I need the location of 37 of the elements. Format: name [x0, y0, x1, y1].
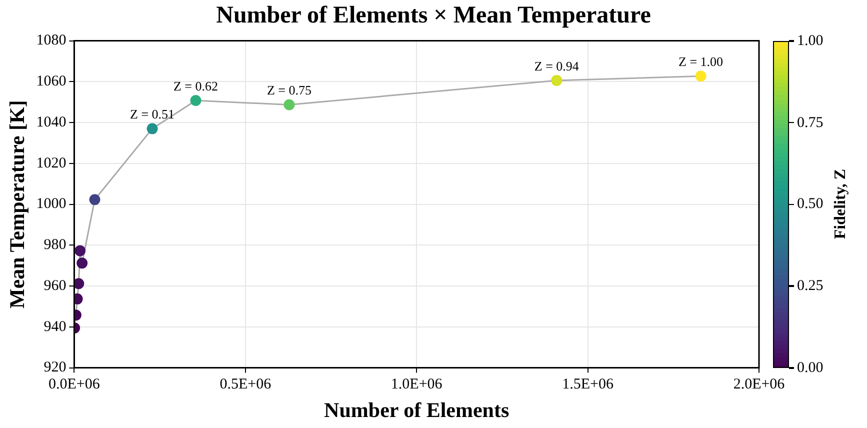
point — [74, 278, 84, 290]
y-tick-label: 940 — [44, 318, 66, 335]
x-tick-label: 0.5E+06 — [220, 376, 272, 393]
y-tick-label: 980 — [44, 237, 66, 254]
y-tick-label: 960 — [44, 278, 66, 294]
annotation: Z = 0.75 — [266, 82, 312, 98]
point — [695, 70, 706, 82]
y-tick-label: 1040 — [36, 114, 66, 130]
annotation: Z = 1.00 — [678, 54, 724, 70]
color-bar-title: Fidelity, Z — [832, 169, 850, 240]
annotation: Z = 0.62 — [173, 78, 218, 94]
point — [89, 194, 100, 206]
point — [190, 94, 202, 106]
y-tick-label: 1020 — [36, 155, 66, 172]
x-tick-label: 1.0E+06 — [390, 376, 443, 393]
point — [146, 123, 158, 134]
color-bar-label: 1.00 — [797, 32, 824, 50]
point — [76, 258, 88, 269]
color-bar-label: 0.00 — [797, 358, 824, 377]
x-tick-label: 1.5E+06 — [562, 376, 614, 393]
x-tick-label: 0.0E+06 — [48, 376, 100, 393]
y-tick-label: 1080 — [36, 32, 66, 49]
y-axis-title: Mean Temperature [K] — [5, 100, 30, 309]
y-tick-label: 1000 — [36, 196, 66, 212]
y-tick-label: 920 — [44, 360, 66, 376]
color-bar-label: 0.50 — [797, 195, 824, 214]
annotation: Z = 0.94 — [534, 58, 580, 74]
x-axis-title: Number of Elements — [324, 398, 510, 422]
color-bar-label: 0.75 — [797, 114, 824, 132]
point — [74, 245, 86, 256]
annotation: Z = 0.51 — [130, 106, 175, 122]
point — [284, 99, 295, 110]
x-tick-label: 2.0E+06 — [733, 376, 786, 393]
point — [551, 74, 562, 86]
chart-title: Number of Elements × Mean Temperature — [216, 2, 652, 29]
color-bar-label: 0.25 — [797, 277, 824, 296]
y-tick-label: 1060 — [36, 74, 66, 90]
